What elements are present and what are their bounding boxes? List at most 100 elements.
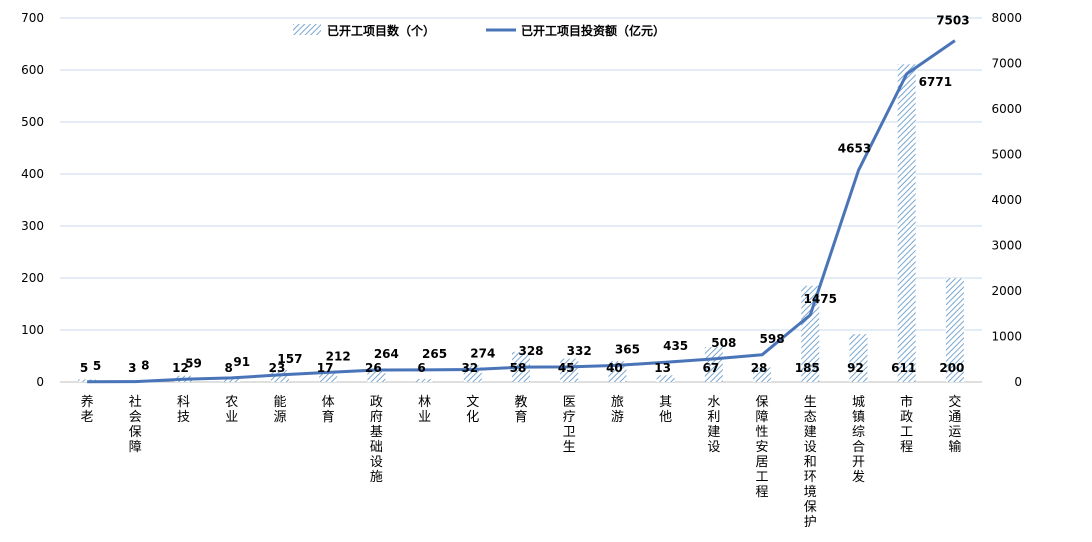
line-data-label: 508 <box>711 336 736 350</box>
legend-bar-label: 已开工项目数（个） <box>327 23 435 38</box>
bar <box>704 347 723 382</box>
bar <box>319 373 338 382</box>
line-data-label: 265 <box>422 347 447 361</box>
line-data-label: 5 <box>93 359 101 373</box>
category-label: 养老 <box>81 394 94 425</box>
category-label: 旅游 <box>611 395 624 425</box>
bar <box>801 285 820 382</box>
line-data-label: 7503 <box>936 14 969 28</box>
category-label: 政府基础设施 <box>370 395 383 485</box>
line-data-label: 6771 <box>919 75 952 89</box>
bar-series <box>78 64 964 382</box>
line-data-label: 598 <box>760 332 785 346</box>
bar-data-label: 5 <box>80 361 88 375</box>
left-axis-tick-label: 500 <box>21 115 44 129</box>
left-axis-tick-label: 700 <box>21 11 44 25</box>
right-axis-tick-label: 5000 <box>991 148 1022 162</box>
right-axis-tick-label: 4000 <box>991 193 1022 207</box>
category-label: 能源 <box>273 395 286 425</box>
category-label: 林业 <box>418 395 431 425</box>
line-data-label: 4653 <box>838 141 871 155</box>
bar-data-labels: 5 3 12 8 23 17 26 6 32 58 45 40 13 67 28 185 92 611 200 <box>80 361 965 375</box>
line-data-label: 91 <box>233 355 250 369</box>
bar-data-label: 67 <box>702 361 719 375</box>
right-axis-tick-label: 3000 <box>991 239 1022 253</box>
bar-data-label: 92 <box>847 361 864 375</box>
category-label: 保障性安居工程 <box>756 395 769 500</box>
left-axis-tick-label: 600 <box>21 63 44 77</box>
bar <box>945 278 964 382</box>
line-data-label: 8 <box>141 359 149 373</box>
bar-data-label: 26 <box>365 361 382 375</box>
line-data-label: 332 <box>567 344 592 358</box>
line-data-label: 328 <box>518 344 543 358</box>
right-axis-tick-label: 8000 <box>991 11 1022 25</box>
bar-data-label: 45 <box>558 361 575 375</box>
category-label: 教育 <box>514 394 527 425</box>
legend-bar-swatch <box>293 24 321 35</box>
legend-line-label: 已开工项目投资额（亿元） <box>521 23 665 38</box>
bar <box>849 334 868 382</box>
category-label: 交通运输 <box>948 394 961 455</box>
category-label: 生态建设和环境保护 <box>804 395 817 530</box>
category-label: 水利建设 <box>707 395 720 455</box>
bar-data-label: 40 <box>606 361 623 375</box>
line-data-label: 157 <box>277 352 302 366</box>
right-axis: 0 1000 2000 3000 4000 5000 6000 7000 8000 <box>991 11 1022 389</box>
right-axis-tick-label: 2000 <box>991 284 1022 298</box>
category-label: 科技 <box>177 395 190 425</box>
bar-data-label: 185 <box>795 361 820 375</box>
left-axis-tick-label: 200 <box>21 271 44 285</box>
right-axis-tick-label: 0 <box>1014 375 1022 389</box>
category-label: 文化 <box>466 395 479 425</box>
category-label: 城镇综合开发 <box>852 395 865 485</box>
bar-data-label: 12 <box>172 361 189 375</box>
bar-data-label: 8 <box>225 361 233 375</box>
left-axis-tick-label: 300 <box>21 219 44 233</box>
right-axis-tick-label: 1000 <box>991 330 1022 344</box>
line-data-label: 274 <box>470 347 495 361</box>
gridlines <box>60 17 982 383</box>
category-label: 其他 <box>659 395 672 425</box>
bar <box>560 358 579 382</box>
bar-data-label: 13 <box>654 361 671 375</box>
bar-data-label: 611 <box>891 361 916 375</box>
line-data-labels: 5 8 59 91 157 212 264 265 274 328 332 365 435 508 5981… <box>93 14 970 373</box>
category-label: 医疗卫生 <box>563 395 576 455</box>
bar <box>897 64 916 382</box>
bar-data-label: 3 <box>128 361 136 375</box>
category-label: 农业 <box>225 395 238 425</box>
bar-data-label: 23 <box>269 361 286 375</box>
bar <box>656 375 675 382</box>
right-axis-tick-label: 6000 <box>991 102 1022 116</box>
right-axis-tick-label: 7000 <box>991 57 1022 71</box>
category-label: 社会保障 <box>129 394 142 455</box>
category-label: 体育 <box>322 395 335 425</box>
line-data-label: 435 <box>663 339 688 353</box>
line-series <box>87 39 956 384</box>
line-data-label: 212 <box>326 349 351 363</box>
left-axis-tick-label: 400 <box>21 167 44 181</box>
bar-data-label: 6 <box>417 361 425 375</box>
line-data-label: 264 <box>374 347 399 361</box>
left-axis-tick-label: 0 <box>36 375 44 389</box>
category-labels: 养老 社会保障 科技 农业 能源 体育 政府基础设施 林业 文化 教育 医疗卫生 旅游 其他 水利建设 保障… <box>81 394 962 530</box>
bar <box>753 367 772 382</box>
legend: 已开工项目数（个） 已开工项目投资额（亿元） <box>293 23 665 38</box>
category-label: 市政工程 <box>900 394 913 455</box>
bar-data-label: 17 <box>317 361 334 375</box>
left-axis: 0 100 200 300 400 500 600 700 <box>21 11 44 389</box>
bar <box>222 377 241 382</box>
bar-data-label: 200 <box>939 361 964 375</box>
investment-line <box>87 39 956 384</box>
line-data-label: 365 <box>615 342 640 356</box>
bar-data-label: 32 <box>461 361 478 375</box>
line-data-label: 59 <box>185 356 202 370</box>
line-data-label: 1475 <box>804 292 837 306</box>
bar <box>415 378 434 382</box>
bar-data-label: 58 <box>510 361 527 375</box>
bar <box>367 368 386 382</box>
left-axis-tick-label: 100 <box>21 323 44 337</box>
